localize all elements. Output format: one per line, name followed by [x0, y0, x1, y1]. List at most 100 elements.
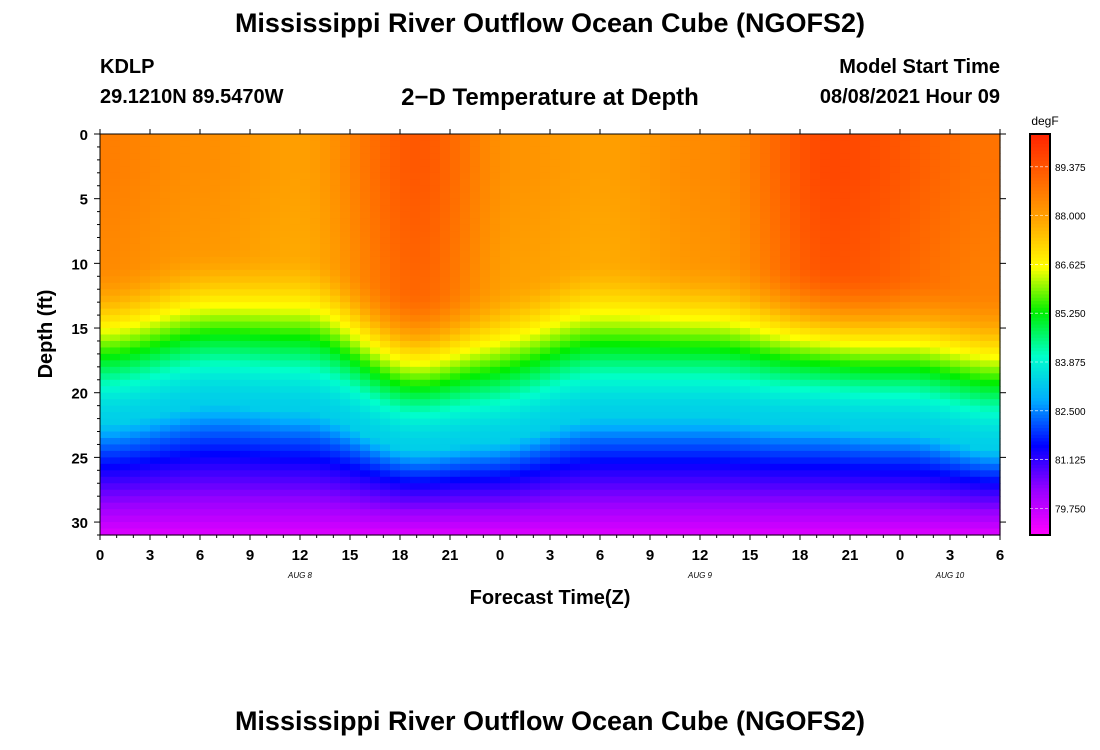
- heatmap-cell: [780, 522, 791, 530]
- heatmap-cell: [670, 302, 681, 310]
- heatmap-cell: [110, 425, 121, 433]
- heatmap-cell: [480, 250, 491, 258]
- heatmap-cell: [300, 379, 311, 387]
- heatmap-cell: [400, 373, 411, 381]
- heatmap-cell: [600, 392, 611, 400]
- heatmap-cell: [760, 134, 771, 142]
- heatmap-cell: [810, 392, 821, 400]
- heatmap-cell: [800, 418, 811, 426]
- heatmap-cell: [340, 321, 351, 329]
- heatmap-cell: [430, 315, 441, 323]
- heatmap-cell: [420, 140, 431, 148]
- heatmap-cell: [840, 328, 851, 336]
- heatmap-cell: [350, 334, 361, 342]
- heatmap-cell: [360, 476, 371, 484]
- heatmap-cell: [290, 379, 301, 387]
- heatmap-cell: [810, 489, 821, 497]
- heatmap-cell: [590, 496, 601, 504]
- heatmap-cell: [250, 528, 261, 536]
- heatmap-cell: [860, 340, 871, 349]
- heatmap-cell: [710, 340, 721, 349]
- heatmap-cell: [810, 140, 821, 148]
- heatmap-cell: [300, 243, 311, 252]
- heatmap-cell: [460, 250, 471, 258]
- heatmap-cell: [110, 457, 121, 465]
- heatmap-cell: [610, 457, 621, 465]
- heatmap-cell: [810, 457, 821, 465]
- heatmap-cell: [840, 172, 851, 180]
- heatmap-cell: [210, 405, 221, 413]
- heatmap-cell: [260, 379, 271, 387]
- heatmap-cell: [490, 159, 501, 167]
- heatmap-cell: [460, 522, 471, 530]
- heatmap-cell: [530, 198, 541, 206]
- heatmap-cell: [620, 366, 631, 374]
- heatmap-cell: [790, 256, 801, 264]
- heatmap-cell: [710, 450, 721, 458]
- chart-title: Mississippi River Outflow Ocean Cube (NG…: [234, 8, 866, 38]
- heatmap-cell: [890, 218, 901, 226]
- heatmap-cell: [370, 295, 381, 303]
- heatmap-cell: [820, 502, 831, 510]
- heatmap-cell: [400, 237, 411, 245]
- heatmap-cell: [900, 308, 911, 316]
- heatmap-cell: [380, 360, 391, 368]
- heatmap-cell: [410, 263, 421, 271]
- heatmap-cell: [780, 295, 791, 303]
- heatmap-cell: [520, 263, 531, 271]
- heatmap-cell: [810, 334, 821, 342]
- heatmap-cell: [640, 476, 651, 484]
- heatmap-cell: [720, 179, 731, 187]
- heatmap-cell: [710, 412, 721, 420]
- heatmap-cell: [560, 360, 571, 368]
- heatmap-cell: [420, 302, 431, 310]
- heatmap-cell: [260, 347, 271, 355]
- heatmap-cell: [110, 379, 121, 387]
- heatmap-cell: [520, 172, 531, 180]
- heatmap-cell: [880, 289, 891, 297]
- heatmap-cell: [770, 328, 781, 336]
- heatmap-cell: [670, 379, 681, 387]
- heatmap-cell: [100, 496, 111, 504]
- heatmap-cell: [370, 347, 381, 355]
- heatmap-cell: [120, 528, 131, 536]
- heatmap-cell: [170, 412, 181, 420]
- heatmap-cell: [500, 256, 511, 264]
- heatmap-cell: [400, 496, 411, 504]
- heatmap-cell: [660, 463, 671, 471]
- heatmap-cell: [180, 185, 191, 193]
- heatmap-cell: [370, 282, 381, 290]
- heatmap-cell: [580, 334, 591, 342]
- heatmap-cell: [660, 444, 671, 452]
- heatmap-cell: [220, 315, 231, 323]
- heatmap-cell: [490, 470, 501, 478]
- heatmap-cell: [350, 463, 361, 471]
- heatmap-cell: [100, 211, 111, 219]
- heatmap-cell: [480, 224, 491, 232]
- heatmap-cell: [130, 463, 141, 471]
- heatmap-cell: [190, 347, 201, 355]
- heatmap-cell: [240, 282, 251, 290]
- heatmap-cell: [810, 425, 821, 433]
- heatmap-cell: [530, 457, 541, 465]
- heatmap-cell: [750, 347, 761, 355]
- heatmap-cell: [330, 269, 341, 277]
- heatmap-cell: [400, 192, 411, 200]
- heatmap-cell: [860, 528, 871, 536]
- heatmap-cell: [870, 412, 881, 420]
- heatmap-cell: [510, 392, 521, 400]
- heatmap-cell: [800, 425, 811, 433]
- heatmap-cell: [400, 347, 411, 355]
- heatmap-cell: [780, 302, 791, 310]
- heatmap-cell: [570, 205, 581, 213]
- heatmap-cell: [650, 457, 661, 465]
- heatmap-cell: [420, 425, 431, 433]
- heatmap-cell: [350, 450, 361, 458]
- heatmap-cell: [700, 483, 711, 491]
- heatmap-cell: [690, 457, 701, 465]
- heatmap-cell: [100, 185, 111, 193]
- heatmap-cell: [160, 224, 171, 232]
- heatmap-cell: [220, 179, 231, 187]
- heatmap-cell: [100, 172, 111, 180]
- heatmap-cell: [680, 483, 691, 491]
